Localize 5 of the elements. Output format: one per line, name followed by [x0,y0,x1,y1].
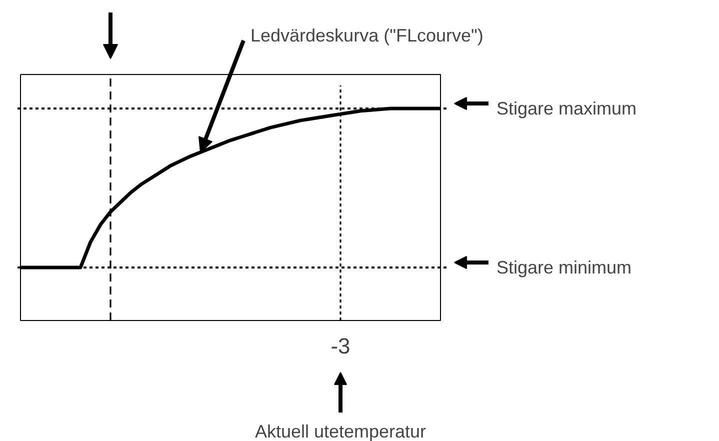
text: Ledvärdeskurva ("FLcourve") [250,26,484,46]
text: -3 [330,334,350,358]
ref-line-label: Stigare maximum [496,98,637,118]
ref-line-label: Stigare minimum [496,258,632,278]
text: Aktuell utetemperatur [254,422,426,441]
